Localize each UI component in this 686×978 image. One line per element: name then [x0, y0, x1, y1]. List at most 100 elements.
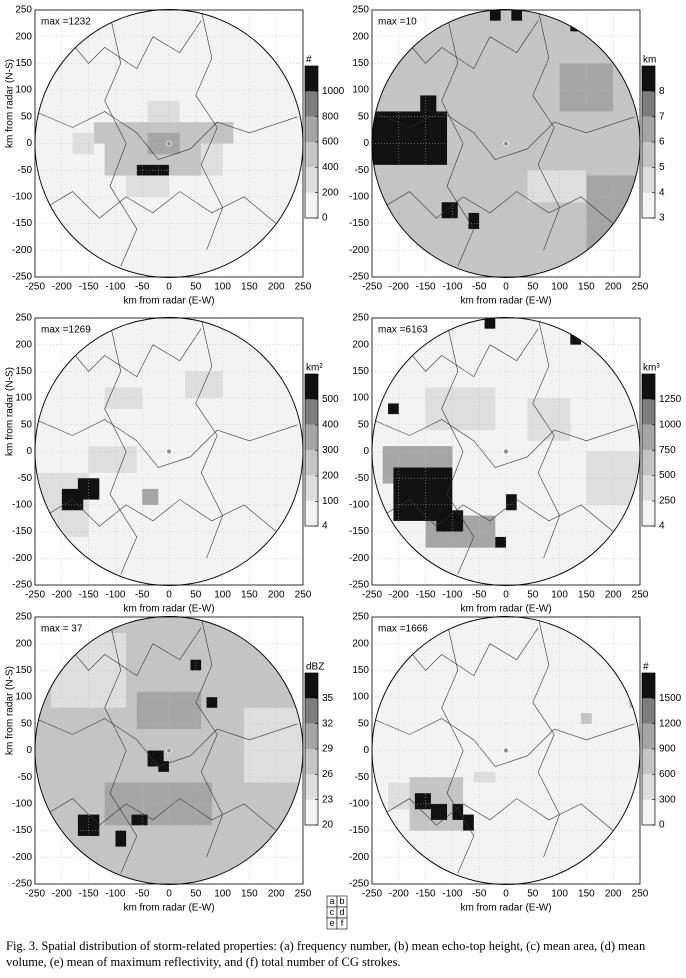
y-tick-label: 250 — [352, 5, 369, 16]
key-letter: e — [329, 918, 334, 928]
x-tick-label: -250 — [25, 889, 45, 900]
x-tick-label: 150 — [578, 590, 595, 601]
colorbar-band — [642, 500, 655, 526]
y-tick-label: 250 — [15, 5, 32, 16]
key-letter: a — [329, 896, 334, 906]
x-tick-label: -100 — [105, 282, 125, 293]
x-axis-label: km from radar (E-W) — [460, 604, 551, 615]
x-tick-label: 0 — [503, 889, 509, 900]
cell-block — [473, 771, 496, 783]
x-tick-label: 150 — [241, 889, 258, 900]
y-tick-label: 150 — [15, 665, 32, 676]
cell-block — [527, 170, 587, 203]
x-tick-label: 100 — [214, 889, 231, 900]
colorbar-band — [642, 475, 655, 501]
border-line — [398, 627, 539, 677]
colorbar-tick-label: 4 — [659, 187, 665, 198]
y-tick-label: -50 — [355, 772, 370, 783]
x-tick-label: 250 — [295, 889, 312, 900]
border-line — [195, 616, 223, 858]
colorbar-band — [642, 374, 655, 400]
colorbar-band — [305, 723, 318, 749]
border-line — [35, 111, 298, 160]
cell-block — [506, 494, 517, 511]
colorbar-tick-label: 600 — [322, 137, 339, 148]
max-label: max = 37 — [41, 624, 83, 635]
y-tick-label: -50 — [18, 165, 33, 176]
x-tick-label: 100 — [214, 590, 231, 601]
y-tick-label: 100 — [352, 85, 369, 96]
x-tick-label: 50 — [190, 590, 202, 601]
cell-block — [147, 100, 180, 123]
x-tick-label: 100 — [214, 282, 231, 293]
cell-block — [142, 488, 159, 505]
y-tick-label: 200 — [352, 339, 369, 350]
y-tick-label: 0 — [26, 745, 32, 756]
cell-block — [581, 713, 592, 724]
y-tick-label: -200 — [12, 852, 32, 863]
colorbar-tick-label: 20 — [322, 820, 334, 831]
colorbar-band — [305, 749, 318, 775]
y-tick-label: 200 — [352, 638, 369, 649]
y-tick-label: -250 — [12, 580, 32, 591]
x-tick-label: -250 — [25, 590, 45, 601]
x-tick-label: 100 — [551, 282, 568, 293]
cell-block — [527, 398, 571, 441]
y-tick-label: 150 — [352, 665, 369, 676]
cell-block — [570, 20, 582, 32]
x-tick-label: 200 — [605, 590, 622, 601]
y-tick-label: -250 — [349, 580, 369, 591]
axes-frame — [371, 616, 641, 885]
cell-block — [126, 175, 169, 197]
colorbar-tick-label: 32 — [322, 718, 334, 729]
cell-block — [430, 803, 448, 820]
x-tick-label: -50 — [472, 282, 487, 293]
colorbar-band — [305, 66, 318, 92]
x-tick-label: 50 — [190, 282, 202, 293]
y-tick-label: -150 — [12, 526, 32, 537]
y-tick-label: -150 — [349, 526, 369, 537]
colorbar-band — [642, 749, 655, 775]
y-tick-label: 150 — [352, 366, 369, 377]
x-tick-label: 250 — [632, 889, 649, 900]
y-axis-label: km from radar (N-S) — [5, 666, 16, 755]
x-tick-label: 200 — [268, 590, 285, 601]
y-tick-label: 0 — [26, 138, 32, 149]
border-line — [104, 15, 138, 267]
caption: Fig. 3. Spatial distribution of storm-re… — [6, 939, 646, 969]
colorbar-tick-label: 0 — [659, 820, 665, 831]
y-tick-label: 100 — [352, 393, 369, 404]
x-tick-label: 150 — [241, 282, 258, 293]
y-tick-label: 200 — [15, 638, 32, 649]
y-tick-label: -250 — [12, 272, 32, 283]
x-tick-label: 200 — [268, 282, 285, 293]
cell-block — [388, 782, 410, 810]
colorbar-tick-label: 29 — [322, 744, 334, 755]
colorbar-band — [642, 723, 655, 749]
colorbar-unit: # — [643, 662, 649, 673]
cell-block — [136, 164, 159, 176]
axes-frame — [34, 616, 304, 885]
max-label: max =1269 — [41, 325, 91, 336]
colorbar-tick-label: 35 — [322, 693, 334, 704]
x-tick-label: -200 — [389, 282, 409, 293]
colorbar-band — [305, 374, 318, 400]
colorbar-band — [642, 424, 655, 450]
colorbar-tick-label: 0 — [322, 213, 328, 224]
key-letter: d — [339, 907, 344, 917]
colorbar-band — [305, 424, 318, 450]
cell-block — [586, 175, 640, 251]
colorbar-tick-label: 6 — [659, 137, 665, 148]
y-tick-label: -100 — [349, 500, 369, 511]
y-tick-label: 100 — [15, 393, 32, 404]
y-tick-label: -150 — [12, 218, 32, 229]
x-tick-label: -150 — [79, 889, 99, 900]
colorbar-unit: km³ — [643, 363, 660, 374]
cell-block — [206, 697, 218, 708]
y-tick-label: 50 — [21, 111, 33, 122]
border-line — [104, 323, 138, 575]
cell-block — [436, 510, 464, 532]
colorbar-tick-label: 4 — [659, 521, 665, 532]
y-tick-label: 50 — [358, 419, 370, 430]
